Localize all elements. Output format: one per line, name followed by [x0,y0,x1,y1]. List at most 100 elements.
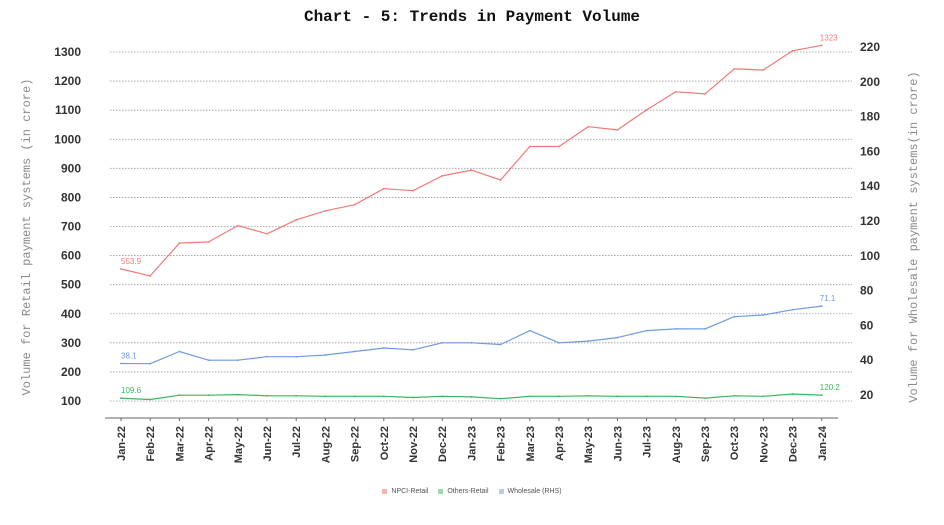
y2-tick-label: 20 [860,388,874,402]
y-tick-label: 1200 [54,74,81,88]
y-axis-right-ticks: 20 40 60 80 100 120 140 160 180 200 220 [860,40,880,402]
y-tick-label: 300 [61,336,81,350]
x-tick-label: Jun-22 [262,426,274,461]
data-point [353,203,356,206]
data-point [266,232,268,235]
x-tick-label: May-23 [583,426,595,463]
data-point [645,108,648,111]
data-point [295,394,298,397]
data-point [558,145,560,148]
data-point [791,393,794,395]
x-tick-label: Jun-23 [612,426,624,461]
data-labels: 553.9 1323 109.6 120.2 38.1 71.1 [121,33,840,395]
data-point [178,350,181,353]
end-value-label: 71.1 [820,294,836,303]
end-value-label: 120.2 [820,383,841,392]
y-tick-label: 400 [61,307,81,321]
x-tick-label: Jan-22 [116,426,128,461]
y2-tick-label: 140 [860,179,880,193]
data-point [324,354,327,356]
data-point [266,355,268,358]
data-point [382,347,385,349]
data-point [324,395,327,398]
x-tick-label: Dec-23 [788,426,800,462]
data-point [558,341,560,344]
series-line-npci-retail [120,44,822,277]
x-tick-label: Apr-23 [554,426,566,461]
data-point [353,395,356,398]
data-point [412,396,414,399]
data-point [762,69,765,71]
data-point [733,67,736,70]
x-tick-label: Jul-23 [642,426,654,458]
x-tick-label: Oct-22 [379,426,391,460]
data-point [499,179,502,181]
data-point [499,397,502,400]
data-point [266,394,268,397]
x-tick-label: Jul-22 [291,426,303,458]
y-tick-label: 200 [61,365,81,379]
data-point [704,397,706,399]
y-tick-label: 900 [61,161,81,175]
series-line-wholesale-rhs- [120,305,822,365]
data-point [295,218,298,221]
data-point [324,209,327,212]
data-point [820,394,823,397]
data-point [382,395,385,398]
y2-tick-label: 60 [860,318,874,332]
x-tick-label: Nov-23 [758,426,770,463]
legend-swatch-icon [438,488,444,494]
legend-item-others-retail: Others-Retail [438,488,489,495]
x-tick-label: Mar-23 [525,426,537,461]
legend: NPCI-Retail Others-Retail Wholesale (RHS… [0,488,944,495]
y2-tick-label: 80 [860,284,874,298]
data-point [674,90,677,93]
data-point [470,341,473,344]
y2-tick-label: 200 [860,75,880,89]
y2-tick-label: 120 [860,214,880,228]
data-point [470,396,473,398]
data-point [820,44,823,47]
legend-swatch-icon [498,488,504,494]
data-point [528,145,531,148]
x-tick-label: Apr-22 [204,426,216,461]
data-point [120,397,122,400]
legend-item-npci-retail: NPCI-Retail [382,488,428,495]
x-tick-label: Sep-22 [350,426,362,462]
data-point [558,395,560,398]
start-value-label: 38.1 [121,352,137,361]
y-axis-left-ticks: 100 200 300 400 500 600 700 800 900 1000 1100 1200 1… [54,45,81,408]
data-point [674,327,677,330]
x-tick-label: Mar-22 [174,426,186,461]
data-point [441,395,444,398]
data-point [236,224,239,227]
y-tick-label: 1300 [54,45,81,59]
data-point [733,394,736,397]
data-point [412,348,414,351]
data-point [528,395,531,398]
x-tick-label: Sep-23 [700,426,712,462]
data-point [791,308,794,311]
x-tick-label: Jan-24 [817,425,829,461]
data-point [149,275,152,277]
data-point [207,394,210,397]
data-point [207,241,210,243]
legend-swatch-icon [382,488,388,494]
data-point [441,341,444,344]
data-point [412,189,414,192]
data-point [587,394,590,397]
data-point [645,395,648,398]
y-tick-label: 1100 [55,103,81,117]
data-point [178,394,181,397]
chart-title: Chart - 5: Trends in Payment Volume [303,8,641,26]
y-tick-label: 1000 [54,132,81,146]
x-tick-label: Aug-23 [671,426,683,463]
data-point [149,362,152,365]
legend-item-wholesale: Wholesale (RHS) [498,488,562,495]
data-point [207,359,210,362]
data-point [791,49,794,52]
data-point [762,314,765,316]
gridlines [110,51,852,402]
series-lines [120,44,823,401]
data-point [616,129,619,131]
